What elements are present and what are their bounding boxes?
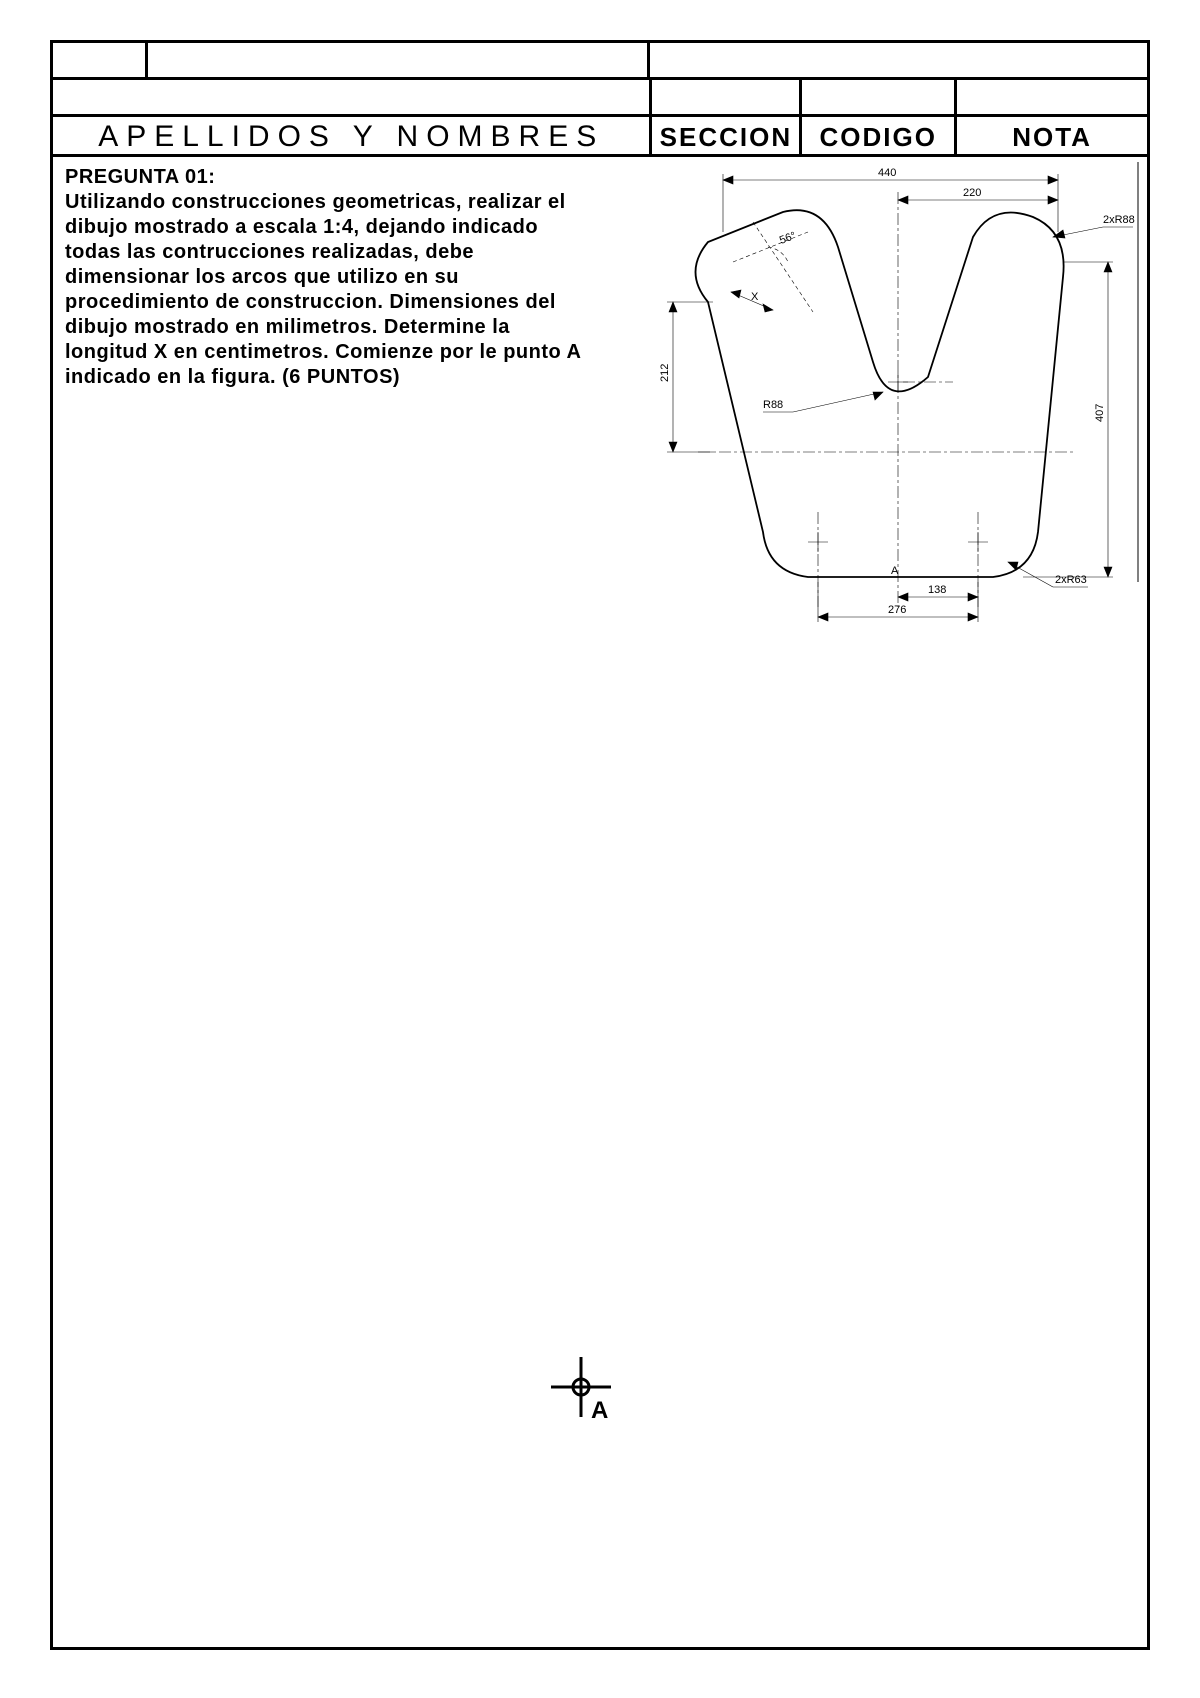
tb-r2-c1 [53,80,652,114]
dim-angle-text: 56° [778,230,798,247]
dim-2xR88-text: 2xR88 [1103,214,1135,226]
titleblock-row-headers: APELLIDOS Y NOMBRES SECCION CODIGO NOTA [53,117,1147,157]
header-apellidos: APELLIDOS Y NOMBRES [53,117,652,157]
header-nota-label: NOTA [1012,122,1092,153]
header-codigo: CODIGO [802,117,957,157]
tb-r1-c2 [148,43,650,77]
header-apellidos-label: APELLIDOS Y NOMBRES [98,120,604,154]
technical-drawing: 440 220 2xR88 56° X [613,162,1143,632]
page-frame: APELLIDOS Y NOMBRES SECCION CODIGO NOTA … [50,40,1150,1650]
dim-R88-text: R88 [763,399,783,411]
tb-r2-c4 [957,80,1147,114]
tb-r2-c2 [652,80,802,114]
question-heading: PREGUNTA 01: [65,166,215,188]
tb-r2-c3 [802,80,957,114]
dim-212 [667,302,713,452]
question-block: PREGUNTA 01: Utilizando construcciones g… [65,165,595,390]
dim-440-text: 440 [878,167,896,179]
dim-2xR63-text: 2xR63 [1055,574,1087,586]
tb-r1-c3 [650,43,1147,77]
dim-276-text: 276 [888,604,906,616]
dim-220-text: 220 [963,187,981,199]
tb-r1-c1 [53,43,148,77]
dim-212-text: 212 [659,364,671,382]
question-body: Utilizando construcciones geometricas, r… [65,191,581,388]
titleblock-row-1 [53,43,1147,80]
header-seccion: SECCION [652,117,802,157]
header-nota: NOTA [957,117,1147,157]
titleblock-row-2 [53,80,1147,117]
dim-440 [723,174,1058,232]
dim-138-text: 138 [928,584,946,596]
angle-construction [733,222,813,312]
start-point-label: A [591,1397,608,1425]
body-area: PREGUNTA 01: Utilizando construcciones g… [53,157,1147,1649]
header-seccion-label: SECCION [660,122,792,153]
dim-2xR88-top [1053,227,1133,238]
point-A-label: A [891,565,899,577]
dim-407-text: 407 [1094,404,1106,422]
centerlines [698,192,1073,607]
header-codigo-label: CODIGO [820,122,937,153]
